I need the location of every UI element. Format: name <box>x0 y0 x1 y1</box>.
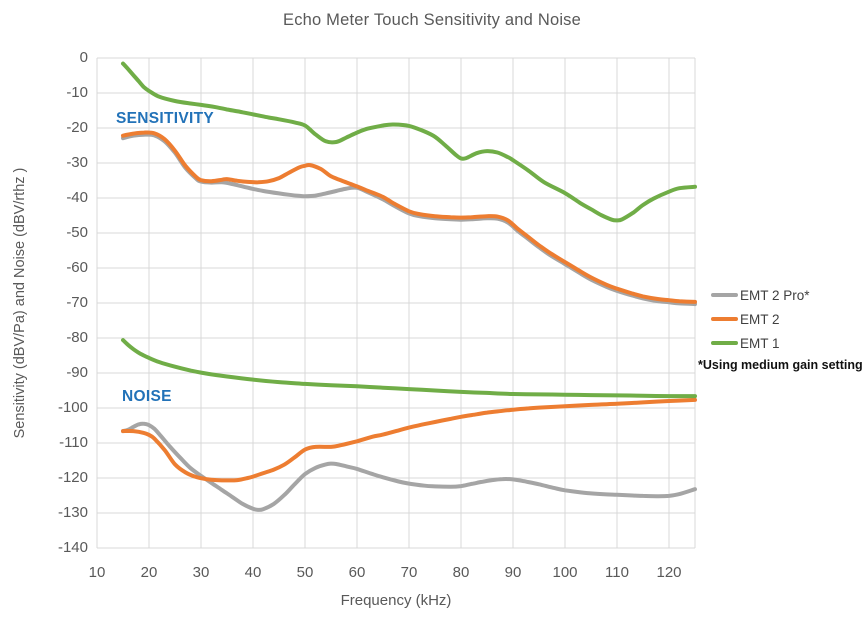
y-tick-label: -70 <box>66 294 88 311</box>
y-tick-label: -100 <box>57 399 88 416</box>
x-tick-label: 80 <box>452 564 470 581</box>
x-tick-label: 110 <box>605 564 629 581</box>
series-emt-1-noise <box>121 338 697 399</box>
legend-swatch-emt-2 <box>711 317 738 321</box>
legend-label: EMT 1 <box>740 335 780 351</box>
series-emt-1-sensitivity <box>121 61 697 223</box>
x-tick-label: 50 <box>296 564 314 581</box>
legend-swatch-emt-1 <box>711 341 738 345</box>
x-tick-label: 70 <box>400 564 418 581</box>
legend-item-emt-2: EMT 2 <box>711 307 810 331</box>
legend: EMT 2 Pro* EMT 2 EMT 1 <box>711 283 810 355</box>
y-tick-label: -90 <box>66 364 88 381</box>
x-tick-label: 120 <box>656 564 682 581</box>
y-tick-label: -80 <box>66 329 88 346</box>
y-tick-label: -60 <box>66 259 88 276</box>
x-axis-title: Frequency (kHz) <box>340 592 452 609</box>
series-emt-2-sensitivity <box>121 130 697 304</box>
sensitivity-annotation: SENSITIVITY <box>116 110 215 127</box>
legend-label: EMT 2 Pro* <box>740 287 810 303</box>
y-tick-label: -40 <box>66 189 88 206</box>
x-tick-label: 90 <box>504 564 522 581</box>
x-tick-label: 40 <box>244 564 262 581</box>
legend-item-emt-2-pro: EMT 2 Pro* <box>711 283 810 307</box>
x-tick-label: 60 <box>348 564 366 581</box>
series-emt-2-pro-noise <box>121 421 697 512</box>
noise-annotation: NOISE <box>122 388 172 405</box>
legend-label: EMT 2 <box>740 311 780 327</box>
x-tick-label: 10 <box>88 564 106 581</box>
legend-item-emt-1: EMT 1 <box>711 331 810 355</box>
y-tick-label: 0 <box>79 49 88 66</box>
y-tick-label: -50 <box>66 224 88 241</box>
y-axis-title: Sensitivity (dBV/Pa) and Noise (dBV/rthz… <box>12 167 28 439</box>
x-tick-label: 20 <box>140 564 158 581</box>
y-tick-label: -10 <box>66 84 88 101</box>
legend-swatch-emt-2-pro <box>711 293 738 297</box>
y-tick-label: -30 <box>66 154 88 171</box>
y-tick-label: -140 <box>57 539 88 556</box>
legend-footnote: *Using medium gain setting <box>698 358 863 372</box>
y-tick-label: -110 <box>59 434 88 451</box>
chart-title: Echo Meter Touch Sensitivity and Noise <box>282 11 582 29</box>
y-tick-label: -130 <box>57 504 88 521</box>
x-tick-label: 100 <box>552 564 578 581</box>
y-tick-label: -20 <box>66 119 88 136</box>
x-tick-label: 30 <box>192 564 210 581</box>
series-emt-2-noise <box>121 397 697 483</box>
y-tick-label: -120 <box>57 469 88 486</box>
